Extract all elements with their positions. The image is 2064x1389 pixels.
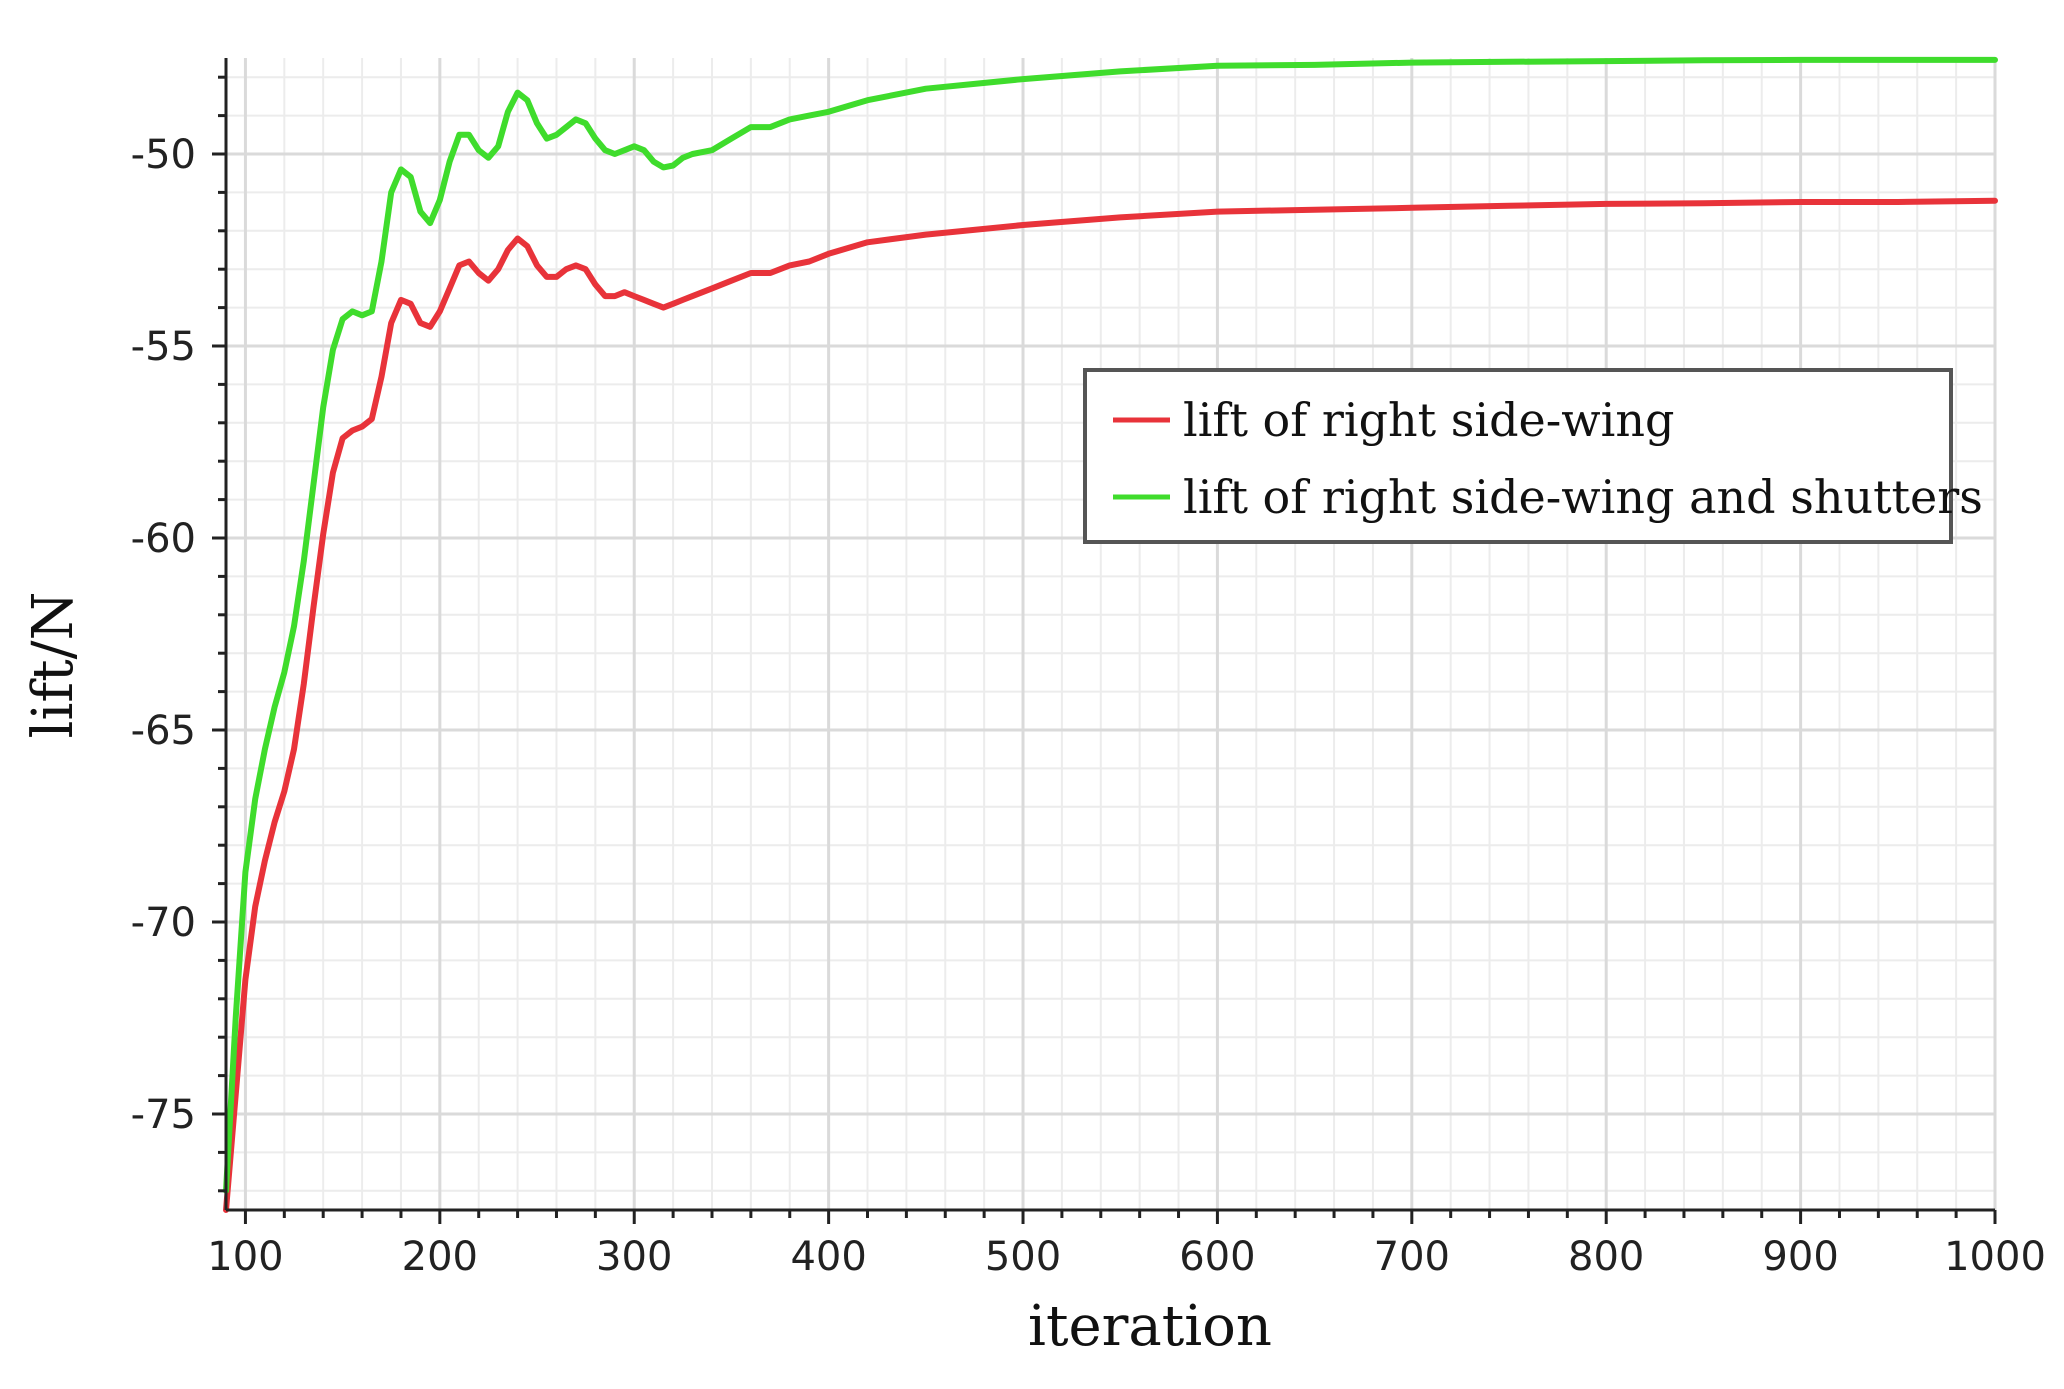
legend: lift of right side-wing lift of right si… <box>1083 368 1983 544</box>
axes-layer <box>212 58 1997 1224</box>
legend-label-right-side-wing-and-shutters: lift of right side-wing and shutters <box>1183 470 1983 524</box>
x-tick-labels: 100 200 300 400 500 600 700 800 900 1000 <box>207 1234 2046 1280</box>
x-tick-label: 800 <box>1568 1234 1644 1280</box>
y-axis-title: lift/N <box>21 592 86 739</box>
y-tick-label: -65 <box>131 708 196 754</box>
series-layer <box>223 56 1998 1213</box>
x-tick-label: 1000 <box>1944 1234 2046 1280</box>
series-line-1 <box>223 56 1998 1194</box>
x-axis-title: iteration <box>1028 1294 1272 1359</box>
x-tick-label: 500 <box>985 1234 1061 1280</box>
x-tick-label: 400 <box>790 1234 866 1280</box>
legend-label-right-side-wing: lift of right side-wing <box>1183 393 1674 447</box>
y-tick-label: -50 <box>131 132 196 178</box>
legend-box <box>1083 368 1953 544</box>
x-tick-label: 600 <box>1179 1234 1255 1280</box>
x-tick-label: 300 <box>596 1234 672 1280</box>
x-tick-label: 900 <box>1762 1234 1838 1280</box>
x-tick-label: 700 <box>1374 1234 1450 1280</box>
series-line-0 <box>223 197 1998 1213</box>
x-tick-label: 200 <box>402 1234 478 1280</box>
y-tick-labels: -50 -55 -60 -65 -70 -75 <box>131 132 196 1138</box>
y-tick-label: -55 <box>131 324 196 370</box>
x-tick-label: 100 <box>207 1234 283 1280</box>
y-tick-label: -60 <box>131 516 196 562</box>
y-tick-label: -75 <box>131 1092 196 1138</box>
y-tick-label: -70 <box>131 900 196 946</box>
